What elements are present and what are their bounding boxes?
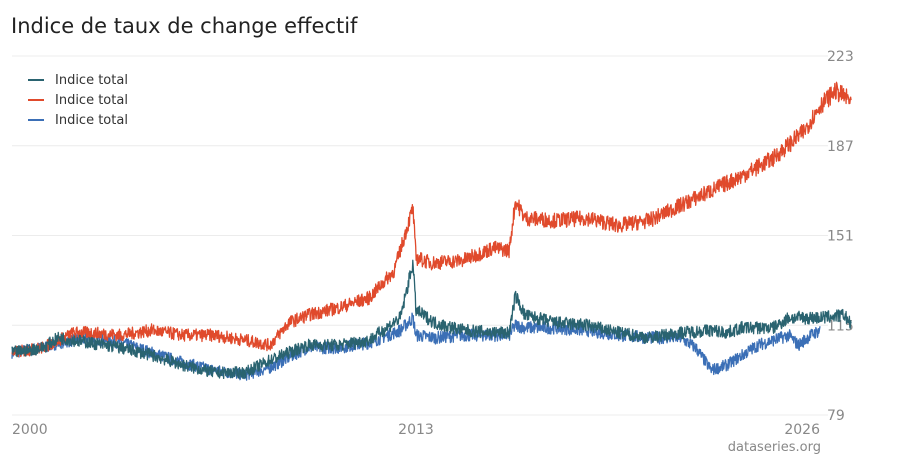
legend-label: Indice total (55, 92, 128, 108)
x-tick-label: 2013 (398, 422, 434, 438)
legend-label: Indice total (55, 112, 128, 128)
source-credit: dataseries.org (727, 440, 821, 455)
x-tick-label: 2000 (12, 422, 48, 438)
x-tick-label: 2026 (784, 422, 820, 438)
legend-swatch (28, 99, 44, 101)
y-tick-label: 223 (827, 49, 854, 65)
legend-label: Indice total (55, 72, 128, 88)
legend-swatch (28, 79, 44, 81)
legend-item[interactable]: Indice total (28, 70, 128, 90)
chart-title: Indice de taux de change effectif (11, 14, 358, 38)
legend-swatch (28, 119, 44, 121)
y-tick-label: 151 (827, 229, 854, 245)
y-tick-label: 187 (827, 139, 854, 155)
legend-item[interactable]: Indice total (28, 110, 128, 130)
series-line-1 (11, 81, 852, 358)
series-line-0 (11, 259, 852, 380)
legend: Indice total Indice total Indice total (28, 70, 128, 130)
y-tick-label: 79 (827, 408, 845, 424)
legend-item[interactable]: Indice total (28, 90, 128, 110)
